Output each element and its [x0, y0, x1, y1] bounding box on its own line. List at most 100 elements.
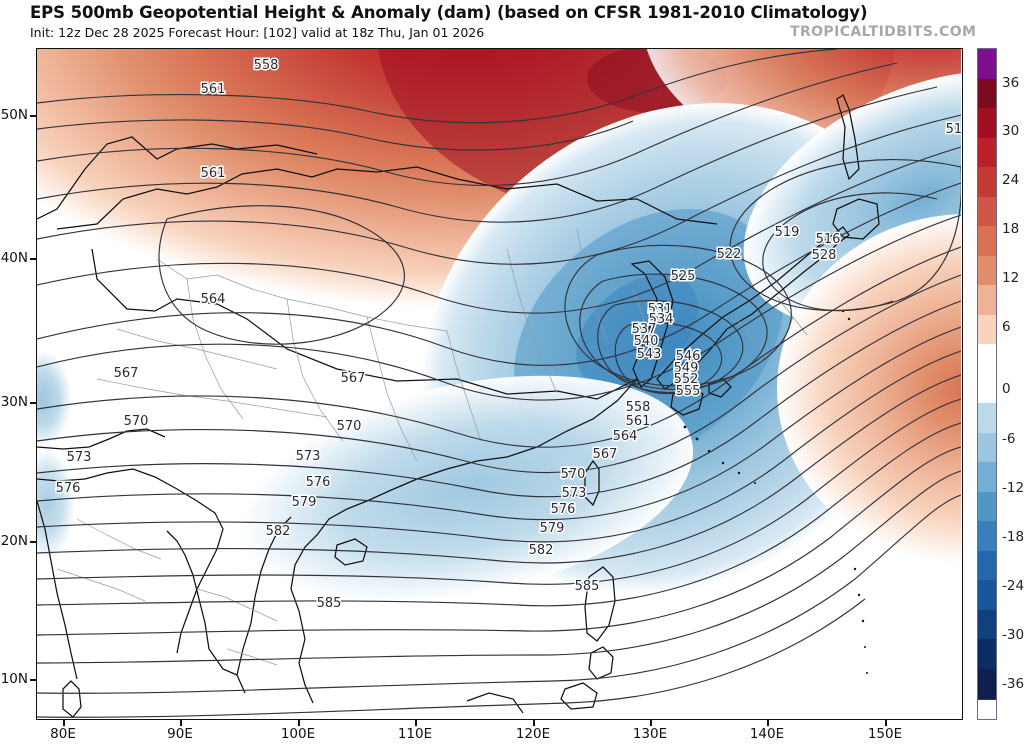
contour-label: 531 — [648, 302, 673, 317]
contour-label: 543 — [637, 347, 662, 362]
colorbar-tick-label: 18 — [1002, 221, 1020, 237]
longitude-tick-label: 80E — [50, 726, 76, 742]
colorbar-tick-label: -30 — [1002, 627, 1024, 643]
contour-label: 570 — [124, 414, 149, 429]
contour-label: 567 — [341, 371, 366, 386]
longitude-tick-mark — [533, 720, 535, 726]
longitude-tick-mark — [298, 720, 300, 726]
contour-label: 540 — [634, 334, 659, 349]
colorbar-segment — [978, 167, 996, 198]
header-bar: EPS 500mb Geopotential Height & Anomaly … — [0, 0, 1024, 48]
colorbar-segment — [978, 226, 996, 257]
page-title: EPS 500mb Geopotential Height & Anomaly … — [30, 3, 868, 22]
contour-label: 528 — [812, 248, 837, 263]
colorbar-segment — [978, 374, 996, 405]
anomaly-colorbar[interactable] — [977, 48, 997, 720]
colorbar-tick-label: 30 — [1002, 123, 1020, 139]
latitude-tick-label: 40N — [0, 250, 28, 266]
contour-label: 561 — [201, 82, 226, 97]
longitude-tick-mark — [415, 720, 417, 726]
colorbar-tick-label: 24 — [1002, 172, 1020, 188]
longitude-tick-label: 110E — [397, 726, 433, 742]
contour-label: 570 — [337, 419, 362, 434]
contour-label: 567 — [593, 447, 618, 462]
latitude-tick-mark — [30, 541, 36, 543]
contour-label: 582 — [266, 524, 291, 539]
longitude-tick-mark — [63, 720, 65, 726]
colorbar-segment — [978, 610, 996, 641]
coastline-layer — [37, 94, 880, 718]
watermark: TROPICALTIDBITS.COM — [790, 24, 977, 40]
contour-label: 555 — [676, 384, 701, 399]
latitude-tick-label: 50N — [0, 107, 28, 123]
longitude-tick-mark — [650, 720, 652, 726]
colorbar-segment — [978, 256, 996, 287]
contour-label: 582 — [529, 543, 554, 558]
contour-label: 573 — [67, 450, 92, 465]
colorbar-tick-label: 36 — [1002, 75, 1020, 91]
contour-label: 585 — [317, 596, 342, 611]
colorbar-segment — [978, 79, 996, 110]
colorbar-segment — [978, 108, 996, 139]
longitude-tick-mark — [767, 720, 769, 726]
contour-label: 570 — [561, 467, 586, 482]
longitude-tick-label: 90E — [167, 726, 193, 742]
latitude-tick-label: 10N — [0, 671, 28, 687]
colorbar-segment — [978, 551, 996, 582]
colorbar-segment — [978, 669, 996, 700]
contour-label: 573 — [562, 486, 587, 501]
colorbar-segment — [978, 580, 996, 611]
longitude-tick-label: 100E — [280, 726, 316, 742]
colorbar-tick-label: 0 — [1002, 381, 1011, 397]
colorbar-segment — [978, 285, 996, 316]
colorbar-tick-label: -24 — [1002, 578, 1024, 594]
contour-label: 519 — [775, 225, 800, 240]
longitude-tick-mark — [180, 720, 182, 726]
contour-label: 561 — [626, 414, 651, 429]
contour-label: 564 — [201, 292, 226, 307]
colorbar-segment — [978, 197, 996, 228]
colorbar-tick-label: -18 — [1002, 529, 1024, 545]
contour-label: 585 — [575, 579, 600, 594]
colorbar-segment — [978, 433, 996, 464]
contour-label: 546 — [676, 349, 701, 364]
contour-label: 537 — [632, 322, 657, 337]
longitude-tick-mark — [885, 720, 887, 726]
latitude-tick-mark — [30, 258, 36, 260]
colorbar-tick-label: -12 — [1002, 480, 1024, 496]
contour-label: 576 — [551, 502, 576, 517]
latitude-tick-mark — [30, 115, 36, 117]
contour-label: 564 — [613, 429, 638, 444]
latitude-tick-label: 30N — [0, 394, 28, 410]
longitude-tick-label: 120E — [515, 726, 551, 742]
contour-label: 513 — [946, 122, 961, 137]
colorbar-segment — [978, 521, 996, 552]
latitude-tick-label: 20N — [0, 533, 28, 549]
contour-label: 516 — [816, 232, 841, 247]
contour-label: 579 — [292, 495, 317, 510]
page-subtitle: Init: 12z Dec 28 2025 Forecast Hour: [10… — [30, 25, 485, 40]
contour-label: 558 — [626, 400, 651, 415]
admin-border-layer — [56, 228, 808, 666]
colorbar-tick-label: -6 — [1002, 431, 1016, 447]
longitude-tick-label: 140E — [749, 726, 785, 742]
colorbar-segment — [978, 315, 996, 346]
contour-label: 573 — [296, 449, 321, 464]
contour-layer — [37, 49, 961, 718]
contour-label: 576 — [306, 475, 331, 490]
latitude-tick-mark — [30, 679, 36, 681]
colorbar-tick-label: -36 — [1002, 676, 1024, 692]
contour-label: 558 — [254, 58, 279, 73]
colorbar-segment — [978, 492, 996, 523]
contour-label: 567 — [114, 366, 139, 381]
colorbar-segment — [978, 344, 996, 375]
map-canvas[interactable]: 558 561 561 564 567 567 570 570 573 573 576 576 579 5… — [36, 48, 963, 720]
colorbar-segment — [978, 462, 996, 493]
contour-label: 579 — [540, 521, 565, 536]
colorbar-segment — [978, 403, 996, 434]
contour-label: 534 — [649, 312, 674, 327]
contour-label: 552 — [674, 372, 699, 387]
colorbar-segment — [978, 138, 996, 169]
